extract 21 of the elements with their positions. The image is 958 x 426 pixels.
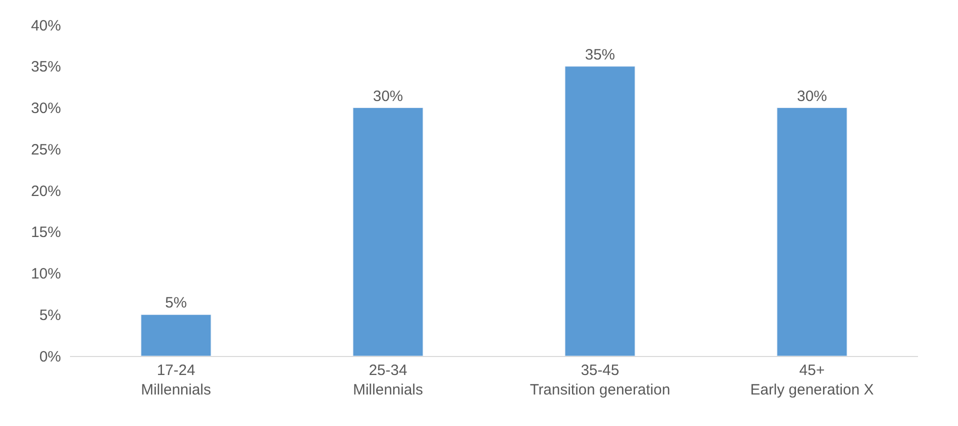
y-tick-label: 30% (30, 100, 61, 117)
x-tick-label: 25-34 Millennials (352, 362, 424, 398)
data-label: 5% (165, 294, 187, 312)
data-label: 35% (584, 46, 616, 64)
bar (776, 108, 848, 356)
y-tick-label: 25% (30, 141, 61, 158)
y-tick-label: 35% (30, 58, 61, 76)
data-label: 30% (796, 88, 828, 105)
bar (352, 108, 424, 356)
y-tick-label: 5% (39, 306, 61, 324)
y-tick-label: 10% (30, 266, 61, 282)
bar (564, 66, 636, 356)
y-tick-label: 0% (39, 348, 61, 366)
bar (140, 314, 212, 356)
data-label: 30% (372, 88, 404, 105)
y-tick-label: 15% (30, 224, 61, 242)
x-tick-label: 35-45 Transition generation (530, 362, 670, 398)
y-tick-label: 20% (30, 182, 61, 200)
x-tick-label: 17-24 Millennials (140, 362, 212, 398)
x-tick-label: 45+ Early generation X (750, 362, 874, 398)
y-tick-label: 40% (30, 17, 61, 34)
